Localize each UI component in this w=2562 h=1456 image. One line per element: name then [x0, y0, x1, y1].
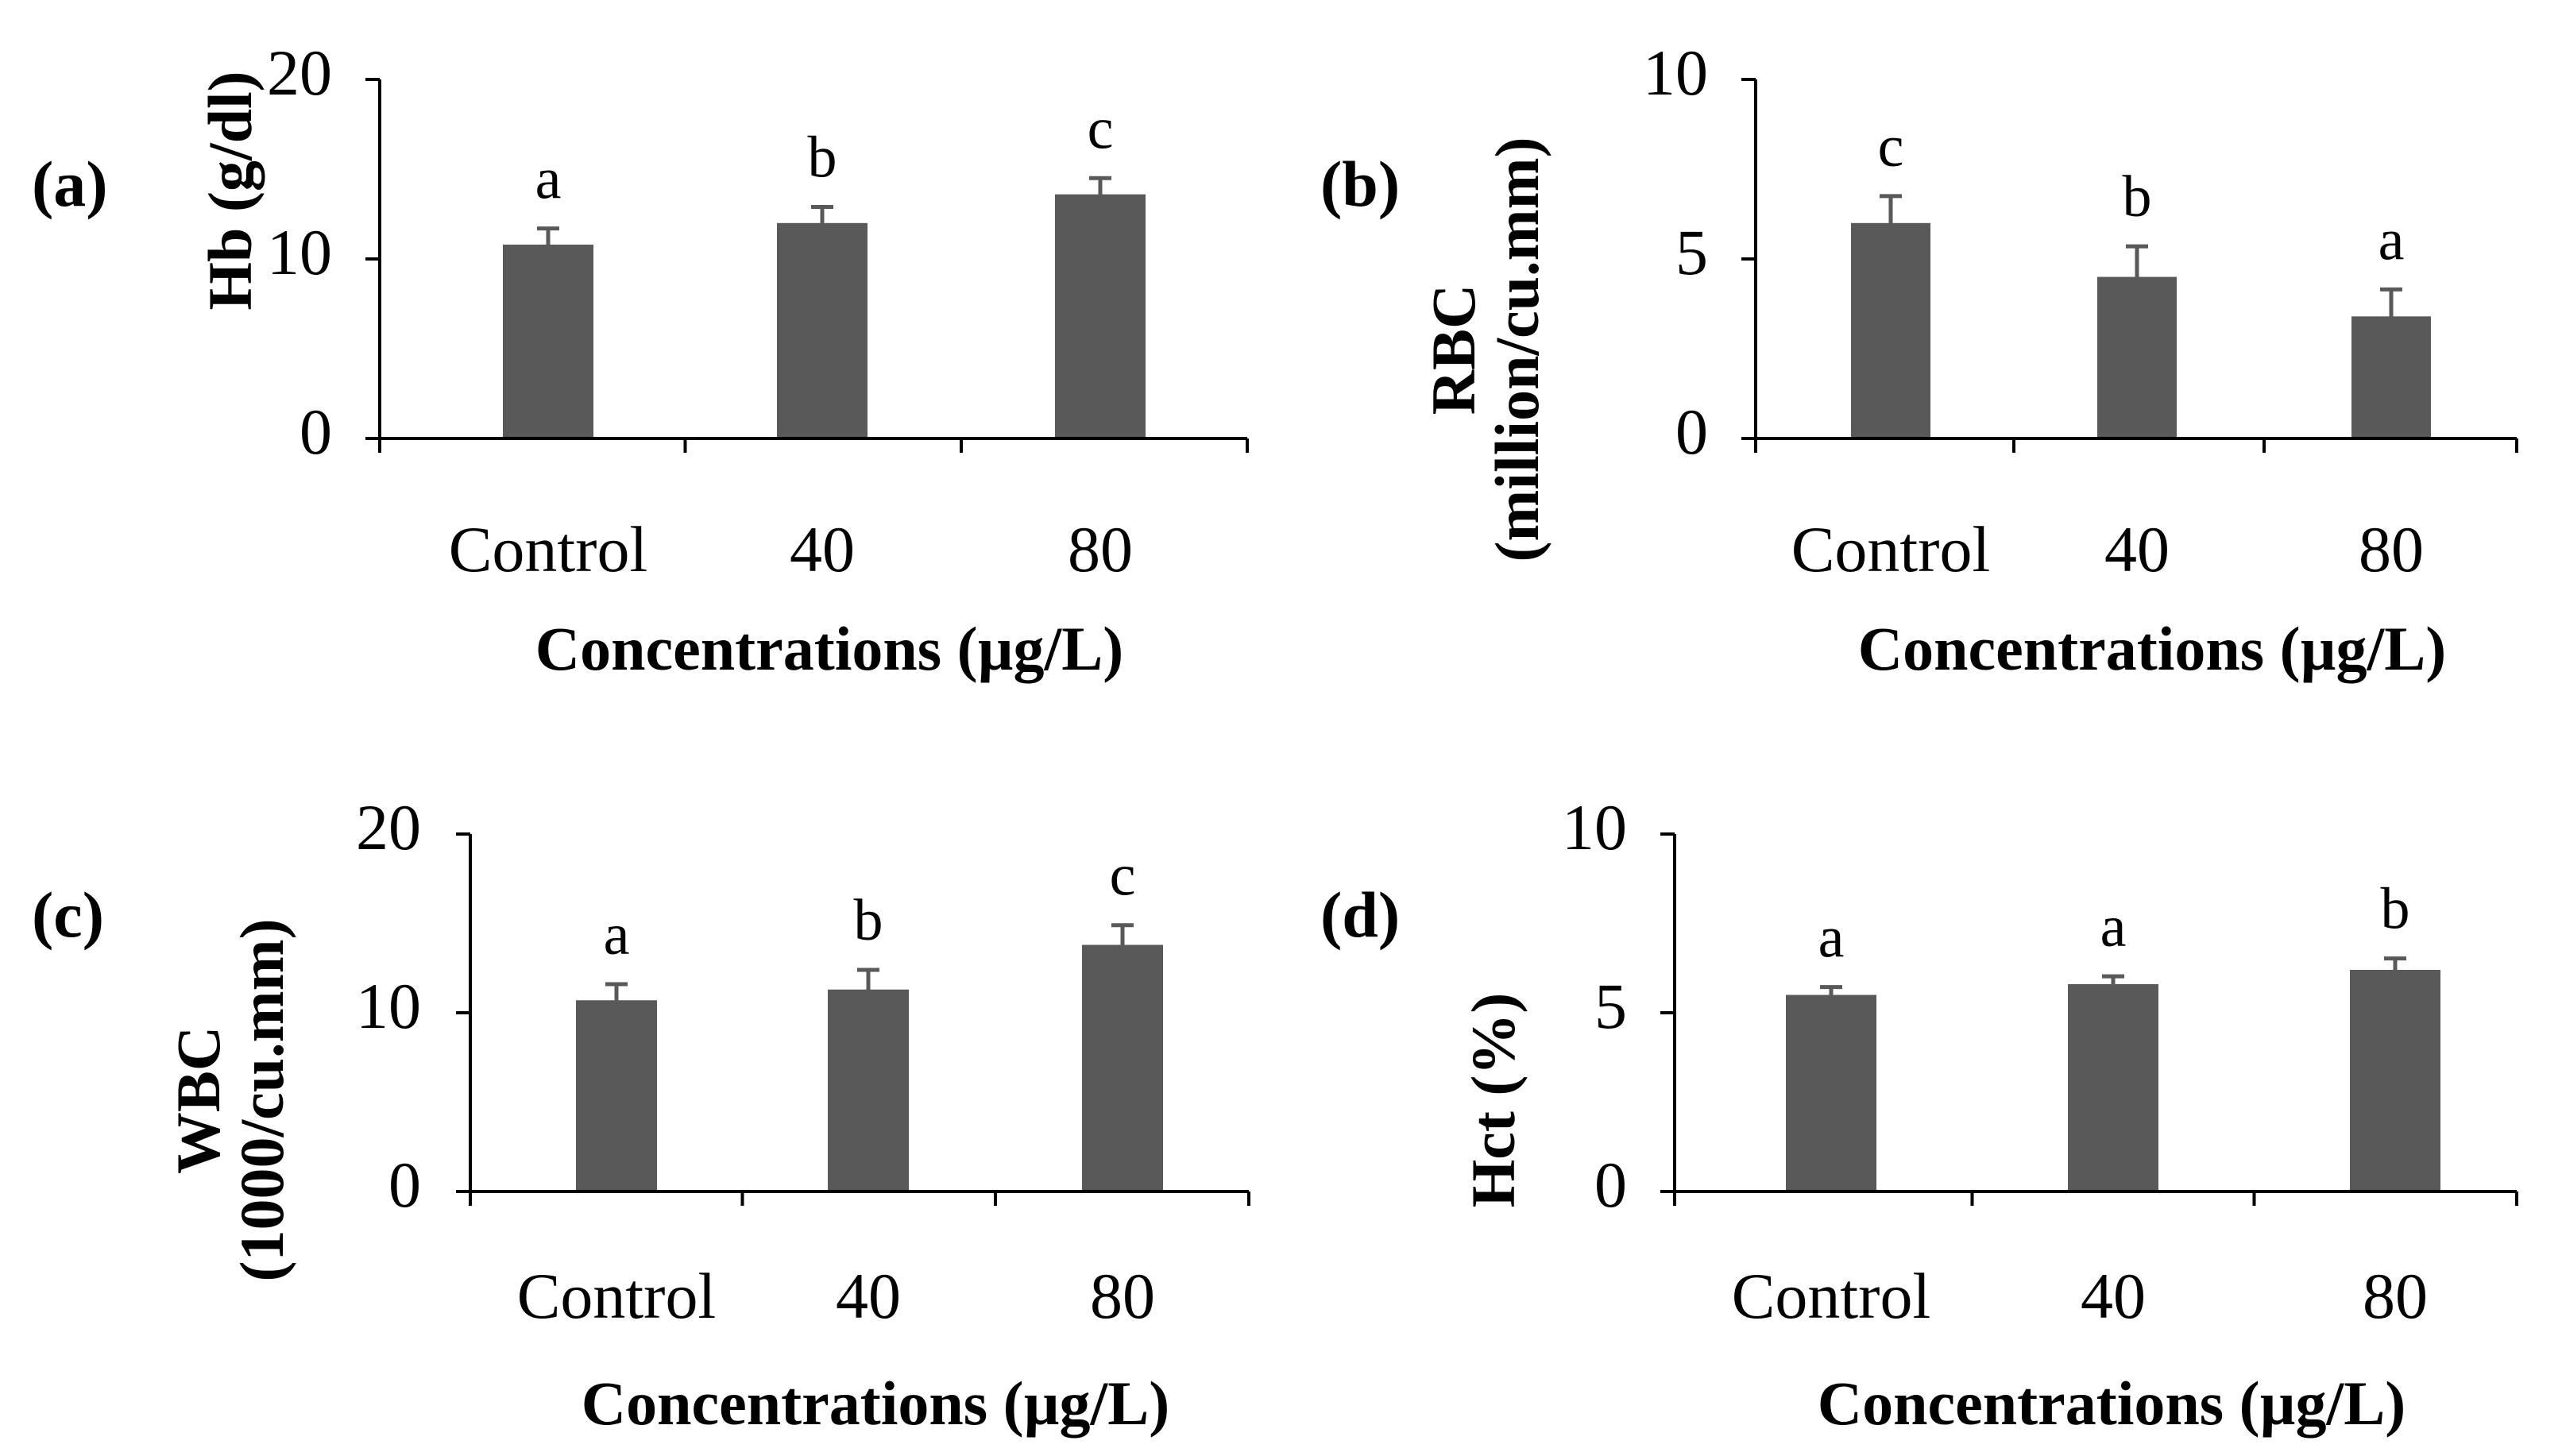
significance-label: c [1088, 96, 1114, 161]
x-axis-title: Concentrations (µg/L) [1858, 614, 2446, 683]
significance-label: a [1818, 906, 1845, 971]
category-label: Control [517, 1260, 717, 1332]
significance-label: a [604, 902, 630, 967]
significance-label: c [1878, 114, 1904, 180]
y-tick-label: 5 [1594, 970, 1627, 1042]
y-axis-title-line: (million/cu.mm) [1482, 137, 1551, 562]
significance-label: a [2100, 894, 2127, 960]
bar-Control [576, 1000, 657, 1191]
panel-label: (c) [32, 879, 104, 951]
y-tick-label: 0 [299, 396, 332, 468]
y-tick-label: 10 [1643, 37, 1708, 109]
y-tick-label: 10 [356, 970, 421, 1042]
x-axis-title: Concentrations (µg/L) [1818, 1369, 2405, 1438]
x-axis-title: Concentrations (µg/L) [582, 1369, 1169, 1438]
y-axis-title-line: Hct (%) [1459, 993, 1528, 1208]
chart-panel-3: (c) a Control b 40 c 80 0 10 20 Concentrations (µg… [32, 791, 1250, 1438]
y-axis-title-line: WBC [164, 1026, 233, 1174]
y-axis-title-line: RBC [1419, 284, 1488, 415]
category-label: Control [1791, 513, 1991, 585]
y-tick-label: 10 [1562, 791, 1627, 863]
y-axis-title-line: (1000/cu.mm) [227, 918, 296, 1281]
category-label: 80 [2359, 513, 2424, 585]
bar-Control [503, 244, 593, 438]
bar-80 [2350, 970, 2440, 1191]
y-tick-label: 0 [388, 1149, 421, 1221]
panel-label: (a) [32, 148, 108, 220]
category-label: Control [449, 513, 648, 585]
bar-Control [1851, 222, 1930, 438]
chart-panel-4: (d) a Control a 40 b 80 0 5 10 Concentrations (µg/… [1320, 791, 2518, 1438]
y-tick-label: 0 [1675, 396, 1708, 468]
y-axis-title-line: Hb (g/dl) [195, 71, 265, 310]
y-axis-title: Hb (g/dl) [195, 71, 265, 310]
category-label: 40 [790, 513, 855, 585]
y-axis-title: WBC(1000/cu.mm) [164, 918, 296, 1281]
category-label: 80 [1090, 1260, 1155, 1332]
category-label: 40 [2104, 513, 2170, 585]
significance-label: b [854, 888, 883, 953]
y-tick-label: 10 [267, 216, 332, 288]
bar-40 [2068, 984, 2158, 1191]
y-axis-title: Hct (%) [1459, 993, 1528, 1208]
y-tick-label: 20 [356, 791, 421, 863]
y-axis-title: RBC(million/cu.mm) [1419, 137, 1551, 562]
significance-label: b [2123, 164, 2152, 230]
significance-label: b [2381, 877, 2410, 942]
significance-label: b [808, 125, 837, 190]
bar-Control [1786, 994, 1876, 1191]
category-label: 40 [836, 1260, 901, 1332]
bar-40 [828, 989, 909, 1191]
y-tick-label: 20 [267, 37, 332, 109]
bar-80 [1082, 944, 1163, 1191]
category-label: 80 [2363, 1260, 2428, 1332]
significance-label: c [1110, 844, 1136, 909]
category-label: 80 [1068, 513, 1133, 585]
panel-label: (d) [1320, 879, 1400, 951]
category-label: 40 [2081, 1260, 2146, 1332]
y-tick-label: 0 [1594, 1149, 1627, 1221]
category-label: Control [1732, 1260, 1931, 1332]
bar-80 [1055, 194, 1146, 438]
y-tick-label: 5 [1675, 216, 1708, 288]
bar-40 [777, 222, 868, 438]
panel-label: (b) [1320, 148, 1400, 220]
x-axis-title: Concentrations (µg/L) [535, 614, 1123, 683]
significance-label: a [2378, 207, 2405, 272]
chart-panel-1: (a) a Control b 40 c 80 0 10 20 Concentrations (µg… [32, 37, 1249, 683]
chart-panel-2: (b) c Control b 40 a 80 0 5 10 Concentrations (µg/… [1320, 37, 2518, 683]
significance-label: a [535, 147, 562, 212]
